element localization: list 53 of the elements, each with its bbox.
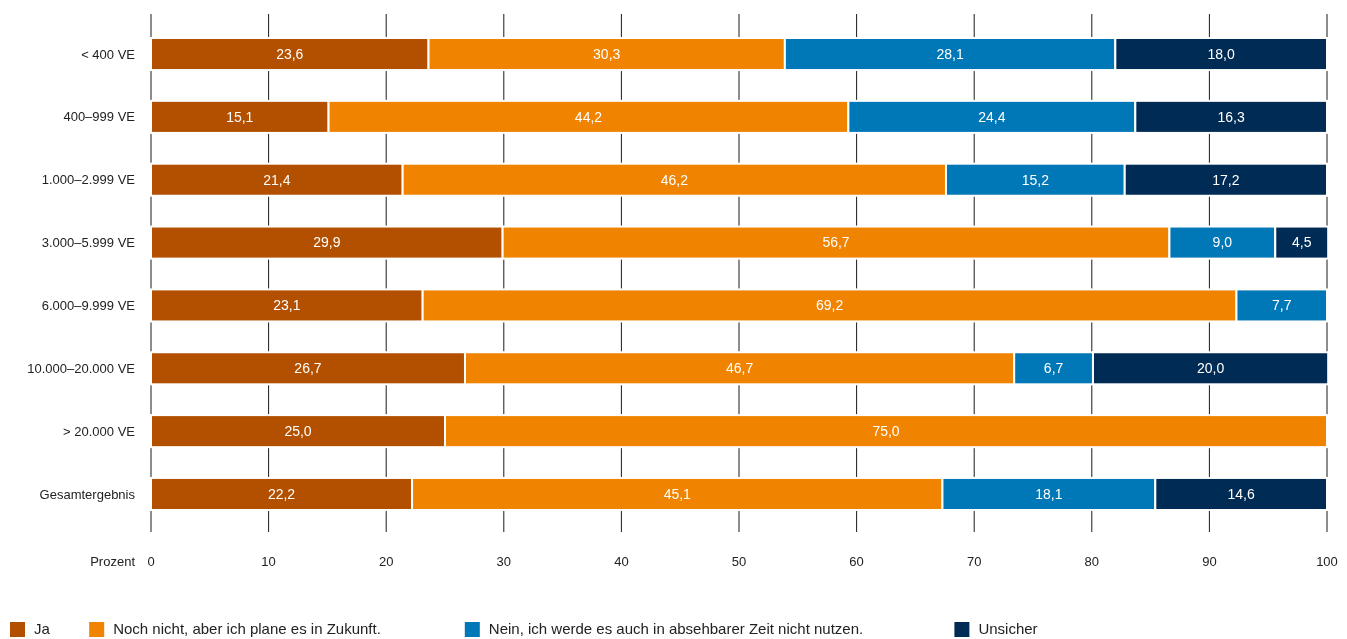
y-tick-label: 6.000–9.999 VE [41,297,136,313]
data-label: 15,1 [226,108,254,125]
data-label: 9,0 [1212,234,1233,251]
x-tick-label: 20 [378,554,394,569]
data-label: 28,1 [936,45,964,62]
legend-label: Ja [34,620,51,637]
data-label: 25,0 [284,423,312,440]
data-label: 14,6 [1227,485,1255,502]
legend-label: Nein, ich werde es auch in absehbarer Zeit nicht nutzen. [488,620,864,637]
data-label: 30,3 [593,45,621,62]
y-tick-label: > 20.000 VE [63,423,136,439]
x-tick-label: 10 [261,554,276,569]
x-tick-label: 70 [966,554,982,569]
data-label: 18,0 [1207,45,1235,62]
x-tick-label: 0 [147,554,155,569]
y-tick-label: 400–999 VE [63,109,136,125]
data-label: 23,6 [276,45,304,62]
legend-label: Noch nicht, aber ich plane es in Zukunft. [113,620,381,637]
y-tick-label: 3.000–5.999 VE [41,235,136,251]
data-label: 15,2 [1021,171,1050,188]
data-label: 44,2 [574,108,603,125]
data-label: 18,1 [1035,485,1063,502]
data-label: 45,1 [663,485,692,502]
data-label: 16,3 [1217,108,1245,125]
data-label: 21,4 [263,171,291,188]
y-tick-label: Gesamtergebnis [39,486,136,502]
data-label: 24,4 [978,108,1006,125]
data-label: 17,2 [1212,171,1240,188]
x-tick-label: 80 [1084,554,1100,569]
data-label: 23,1 [273,297,301,314]
x-tick-label: 40 [614,554,629,569]
data-label: 75,0 [872,423,900,440]
data-label: 6,7 [1043,360,1064,377]
legend-label: Unsicher [978,620,1038,637]
x-tick-label: 30 [496,554,512,569]
y-tick-label: 10.000–20.000 VE [27,360,136,376]
x-tick-label: 90 [1202,554,1217,569]
y-tick-label: 1.000–2.999 VE [41,172,136,188]
x-tick-label: 50 [731,554,747,569]
data-label: 20,0 [1196,360,1225,377]
x-tick-label: 100 [1316,554,1338,569]
data-label: 69,2 [815,297,844,314]
data-label: 22,2 [267,485,296,502]
data-label: 29,9 [313,234,341,251]
y-tick-label: < 400 VE [81,46,136,62]
x-axis-title: Prozent [90,554,136,569]
data-label: 46,2 [660,171,689,188]
x-tick-label: 60 [849,554,864,569]
data-label: 56,7 [822,234,850,251]
data-label: 46,7 [725,360,754,377]
data-label: 26,7 [294,360,322,377]
data-label: 7,7 [1271,297,1292,314]
data-label: 4,5 [1291,234,1312,251]
